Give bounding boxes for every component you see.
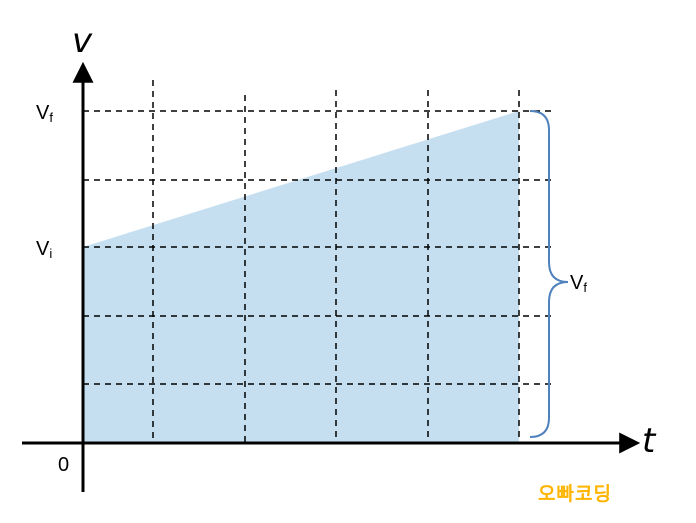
origin-label: 0 — [58, 454, 69, 476]
x-axis-label: t — [642, 421, 657, 461]
grid-horizontal — [83, 110, 552, 385]
tick-label-vi: Vi — [36, 238, 52, 261]
watermark-text: 오빠코딩 — [538, 483, 612, 505]
grid-vertical — [152, 80, 520, 443]
curly-brace — [529, 110, 569, 438]
tick-label-vf: Vf — [36, 102, 53, 125]
area-under-line — [83, 111, 519, 443]
y-axis-label: v — [72, 21, 93, 61]
brace-label: Vf — [570, 272, 587, 295]
